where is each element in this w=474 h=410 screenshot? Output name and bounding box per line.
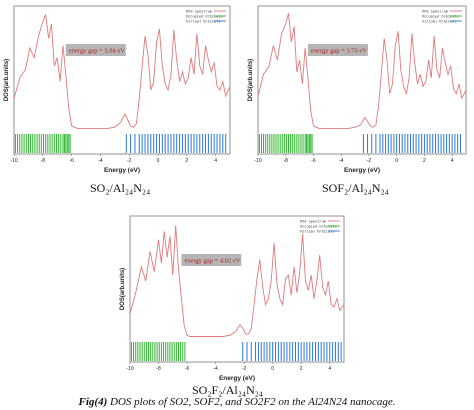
chart-title-sof2: SOF₂/Al₂₄N₂₄ xyxy=(322,181,389,195)
x-tick-label: -2 xyxy=(242,366,247,372)
legend-label: DOS spectrum xyxy=(300,220,326,225)
legend-label: Occupied Orbitals xyxy=(186,15,223,20)
x-tick-label: 0 xyxy=(395,158,398,164)
x-tick-label: -6 xyxy=(69,158,74,164)
x-tick-label: -8 xyxy=(41,158,46,164)
x-tick-label: -4 xyxy=(339,158,344,164)
dos-chart-so2f2: -10 -8 -6 -4 -2 0 2 4 Energy (eV) DOS(arb.units) D… xyxy=(118,212,350,384)
y-axis-label: DOS(arb.units) xyxy=(4,59,10,101)
dos-chart-svg: -10 -8 -6 -4 -2 0 2 4 Energy (eV) DOS(arb.units) D… xyxy=(120,215,345,382)
x-tick-label: -10 xyxy=(10,158,17,164)
x-axis-label: Energy (eV) xyxy=(219,375,255,382)
legend-label: DOS spectrum xyxy=(422,10,448,15)
energy-gap-box xyxy=(181,254,242,266)
figure-caption: Fig(4) DOS plots of SO2, SOF2, and SO2F2… xyxy=(0,396,474,408)
energy-gap-box xyxy=(65,44,126,56)
chart-title-so2f2: SO₂F₂/Al₂₄N₂₄ xyxy=(192,383,264,397)
energy-gap-box xyxy=(307,44,368,56)
dos-chart-svg: -10 -8 -6 -4 -2 0 2 4 Energy (eV) DOS(arb.units) D… xyxy=(4,5,231,174)
y-axis-label: DOS(arb.units) xyxy=(120,268,126,310)
energy-gap-label: energy gap = 3.94 eV xyxy=(69,48,125,55)
legend-label: Virtual Orbitals xyxy=(300,230,335,235)
energy-gap-label: energy gap = 3.70 eV xyxy=(311,48,367,55)
dos-spectrum-line xyxy=(129,225,345,337)
x-tick-label: 2 xyxy=(185,158,188,164)
dos-spectrum-line xyxy=(257,13,467,129)
x-tick-label: -4 xyxy=(98,158,103,164)
plot-frame xyxy=(257,5,467,155)
x-tick-label: 4 xyxy=(214,158,217,164)
x-tick-label: -10 xyxy=(126,366,133,372)
dos-chart-so2: -10 -8 -6 -4 -2 0 2 4 Energy (eV) DOS(arb.units) D… xyxy=(2,2,236,176)
x-tick-label: -8 xyxy=(156,366,161,372)
x-tick-label: 4 xyxy=(328,366,331,372)
legend-label: Occupied Orbitals xyxy=(422,15,459,20)
dos-spectrum-line xyxy=(13,14,231,129)
x-axis-label: Energy (eV) xyxy=(104,167,140,174)
energy-gap-label: energy gap = 4.02 eV xyxy=(184,258,240,265)
chart-title-so2: SO₂/Al₂₄N₂₄ xyxy=(90,181,151,195)
legend-label: Virtual Orbitals xyxy=(186,20,221,25)
x-tick-label: 2 xyxy=(423,158,426,164)
x-tick-label: -2 xyxy=(127,158,132,164)
figure-label: Fig(4) xyxy=(78,396,108,408)
x-tick-label: 2 xyxy=(300,366,303,372)
figure-caption-text: DOS plots of SO2, SOF2, and SO2F2 on the… xyxy=(107,396,396,408)
y-axis-label: DOS(arb.units) xyxy=(248,59,254,101)
x-tick-label: 0 xyxy=(271,366,274,372)
x-axis-label: Energy (eV) xyxy=(344,167,380,174)
dos-chart-svg: -10 -8 -6 -4 -2 0 2 4 Energy (eV) DOS(arb.units) D… xyxy=(248,5,467,174)
x-tick-label: -2 xyxy=(367,158,372,164)
x-tick-label: -10 xyxy=(254,158,261,164)
x-tick-label: -6 xyxy=(185,366,190,372)
legend-label: DOS spectrum xyxy=(186,10,212,15)
plot-frame xyxy=(129,215,345,363)
x-tick-label: -6 xyxy=(311,158,316,164)
dos-chart-sof2: -10 -8 -6 -4 -2 0 2 4 Energy (eV) DOS(arb.units) D… xyxy=(246,2,472,176)
x-tick-label: 0 xyxy=(157,158,160,164)
legend-label: Occupied Orbitals xyxy=(300,225,337,230)
legend-label: Virtual Orbitals xyxy=(422,20,457,25)
plot-frame xyxy=(13,5,231,155)
x-tick-label: -8 xyxy=(284,158,289,164)
x-tick-label: -4 xyxy=(213,366,218,372)
x-tick-label: 4 xyxy=(451,158,454,164)
